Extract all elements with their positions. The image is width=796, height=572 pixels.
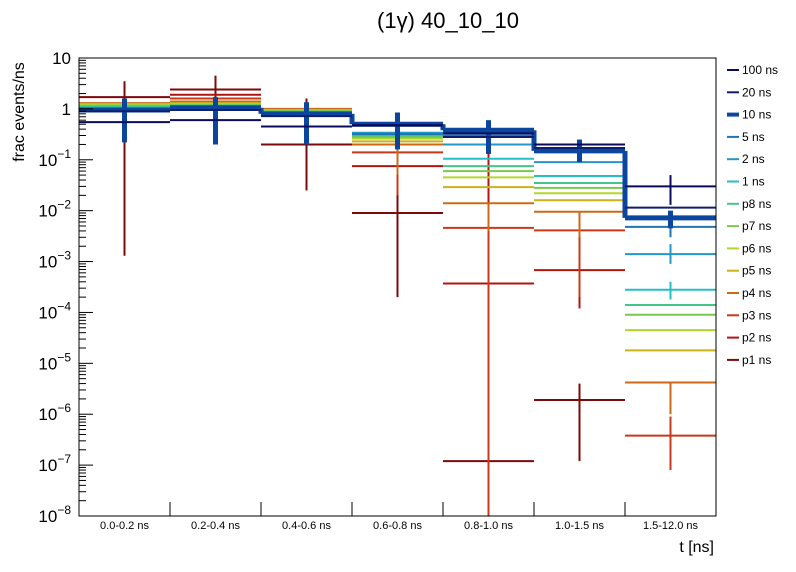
y-tick-label: 10−4 xyxy=(38,299,71,322)
x-tick-label: 0.2-0.4 ns xyxy=(191,520,240,532)
legend-label: p5 ns xyxy=(742,264,771,278)
legend-label: 20 ns xyxy=(742,85,771,99)
x-tick-label: 0.6-0.8 ns xyxy=(373,520,422,532)
legend-item: 1 ns xyxy=(727,175,765,189)
y-tick-label: 1 xyxy=(62,100,71,119)
legend-label: p8 ns xyxy=(742,197,771,211)
legend-item: p5 ns xyxy=(727,264,771,278)
y-tick-label: 10−1 xyxy=(38,147,71,170)
x-axis: 0.0-0.2 ns 0.2-0.4 ns 0.4-0.6 ns 0.6-0.8 ns… xyxy=(78,502,717,532)
x-tick-label: 1.5-12.0 ns xyxy=(643,520,699,532)
plot-frame xyxy=(78,57,717,517)
legend-item: 100 ns xyxy=(727,63,778,77)
legend-item: p4 ns xyxy=(727,286,771,300)
x-tick-label: 1.0-1.5 ns xyxy=(555,520,604,532)
y-tick-label: 10 xyxy=(52,49,71,68)
legend-item: p8 ns xyxy=(727,197,771,211)
series-100-ns xyxy=(79,119,716,205)
chart-title: (1γ) 40_10_10 xyxy=(377,8,519,33)
y-tick-label: 10−6 xyxy=(38,401,71,424)
legend-label: p6 ns xyxy=(742,241,771,255)
x-tick-label: 0.4-0.6 ns xyxy=(282,520,331,532)
legend-label: p1 ns xyxy=(742,353,771,367)
y-tick-label: 10−3 xyxy=(38,249,71,272)
legend-item: p7 ns xyxy=(727,219,771,233)
y-tick-label: 10−8 xyxy=(38,503,71,526)
x-axis-label: t [ns] xyxy=(679,539,714,556)
legend-item: 5 ns xyxy=(727,130,765,144)
plot-area xyxy=(79,75,716,516)
legend-label: p4 ns xyxy=(742,286,771,300)
y-tick-label: 10−2 xyxy=(38,198,71,221)
x-tick-label: 0.8-1.0 ns xyxy=(464,520,513,532)
legend-label: 100 ns xyxy=(742,63,778,77)
series-p2-ns xyxy=(79,93,625,516)
y-axis-label: frac events/ns xyxy=(11,62,28,162)
legend-label: p7 ns xyxy=(742,219,771,233)
legend-label: 2 ns xyxy=(742,152,765,166)
legend-label: p2 ns xyxy=(742,331,771,345)
legend-label: p3 ns xyxy=(742,308,771,322)
legend-item: 10 ns xyxy=(727,108,771,122)
legend-label: 5 ns xyxy=(742,130,765,144)
legend-label: 1 ns xyxy=(742,175,765,189)
legend-item: p3 ns xyxy=(727,308,771,322)
x-tick-label: 0.0-0.2 ns xyxy=(100,520,149,532)
y-tick-label: 10−7 xyxy=(38,452,71,475)
y-axis: 10 1 10−1 10−2 10−3 10−4 10−5 10−6 10−7 10−8 xyxy=(38,49,93,526)
legend-item: p1 ns xyxy=(727,353,771,367)
legend-label: 10 ns xyxy=(742,108,771,122)
legend-item: 2 ns xyxy=(727,152,765,166)
legend: 100 ns 20 ns 10 ns 5 ns 2 ns 1 ns p8 ns p7 ns p6… xyxy=(727,63,778,367)
legend-item: p6 ns xyxy=(727,241,771,255)
legend-item: p2 ns xyxy=(727,331,771,345)
legend-item: 20 ns xyxy=(727,85,771,99)
y-tick-label: 10−5 xyxy=(38,350,71,373)
